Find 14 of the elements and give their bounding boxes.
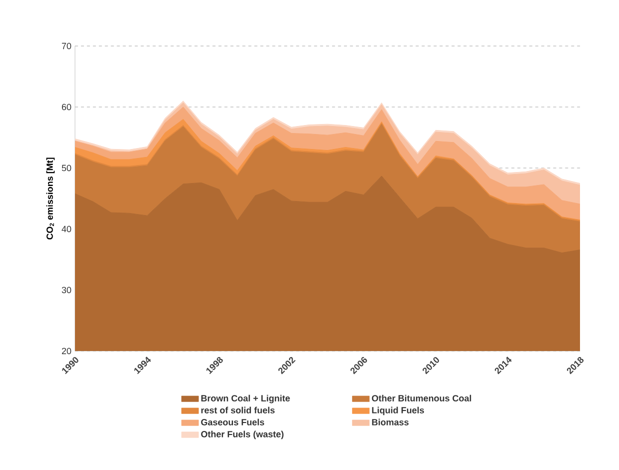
y-tick-label: 20 <box>62 348 72 354</box>
legend-label: rest of solid fuels <box>201 406 275 414</box>
legend-label: Biomass <box>372 418 409 426</box>
y-tick-label: 40 <box>62 226 72 232</box>
y-tick-label: 30 <box>62 286 72 294</box>
legend-label: Gaseous Fuels <box>201 418 264 426</box>
legend-label: Brown Coal + Lignite <box>201 394 290 404</box>
y-tick-label: 60 <box>62 104 72 110</box>
y-tick-label: 70 <box>62 42 72 50</box>
y-axis-title: CO$_{2}$ emissions [Mt] <box>46 158 55 240</box>
y-tick-label: 50 <box>62 164 72 172</box>
legend-label: Liquid Fuels <box>372 406 424 416</box>
legend-label: Other Fuels (waste) <box>201 430 284 440</box>
legend-label: Other Bitumenous Coal <box>372 394 472 402</box>
